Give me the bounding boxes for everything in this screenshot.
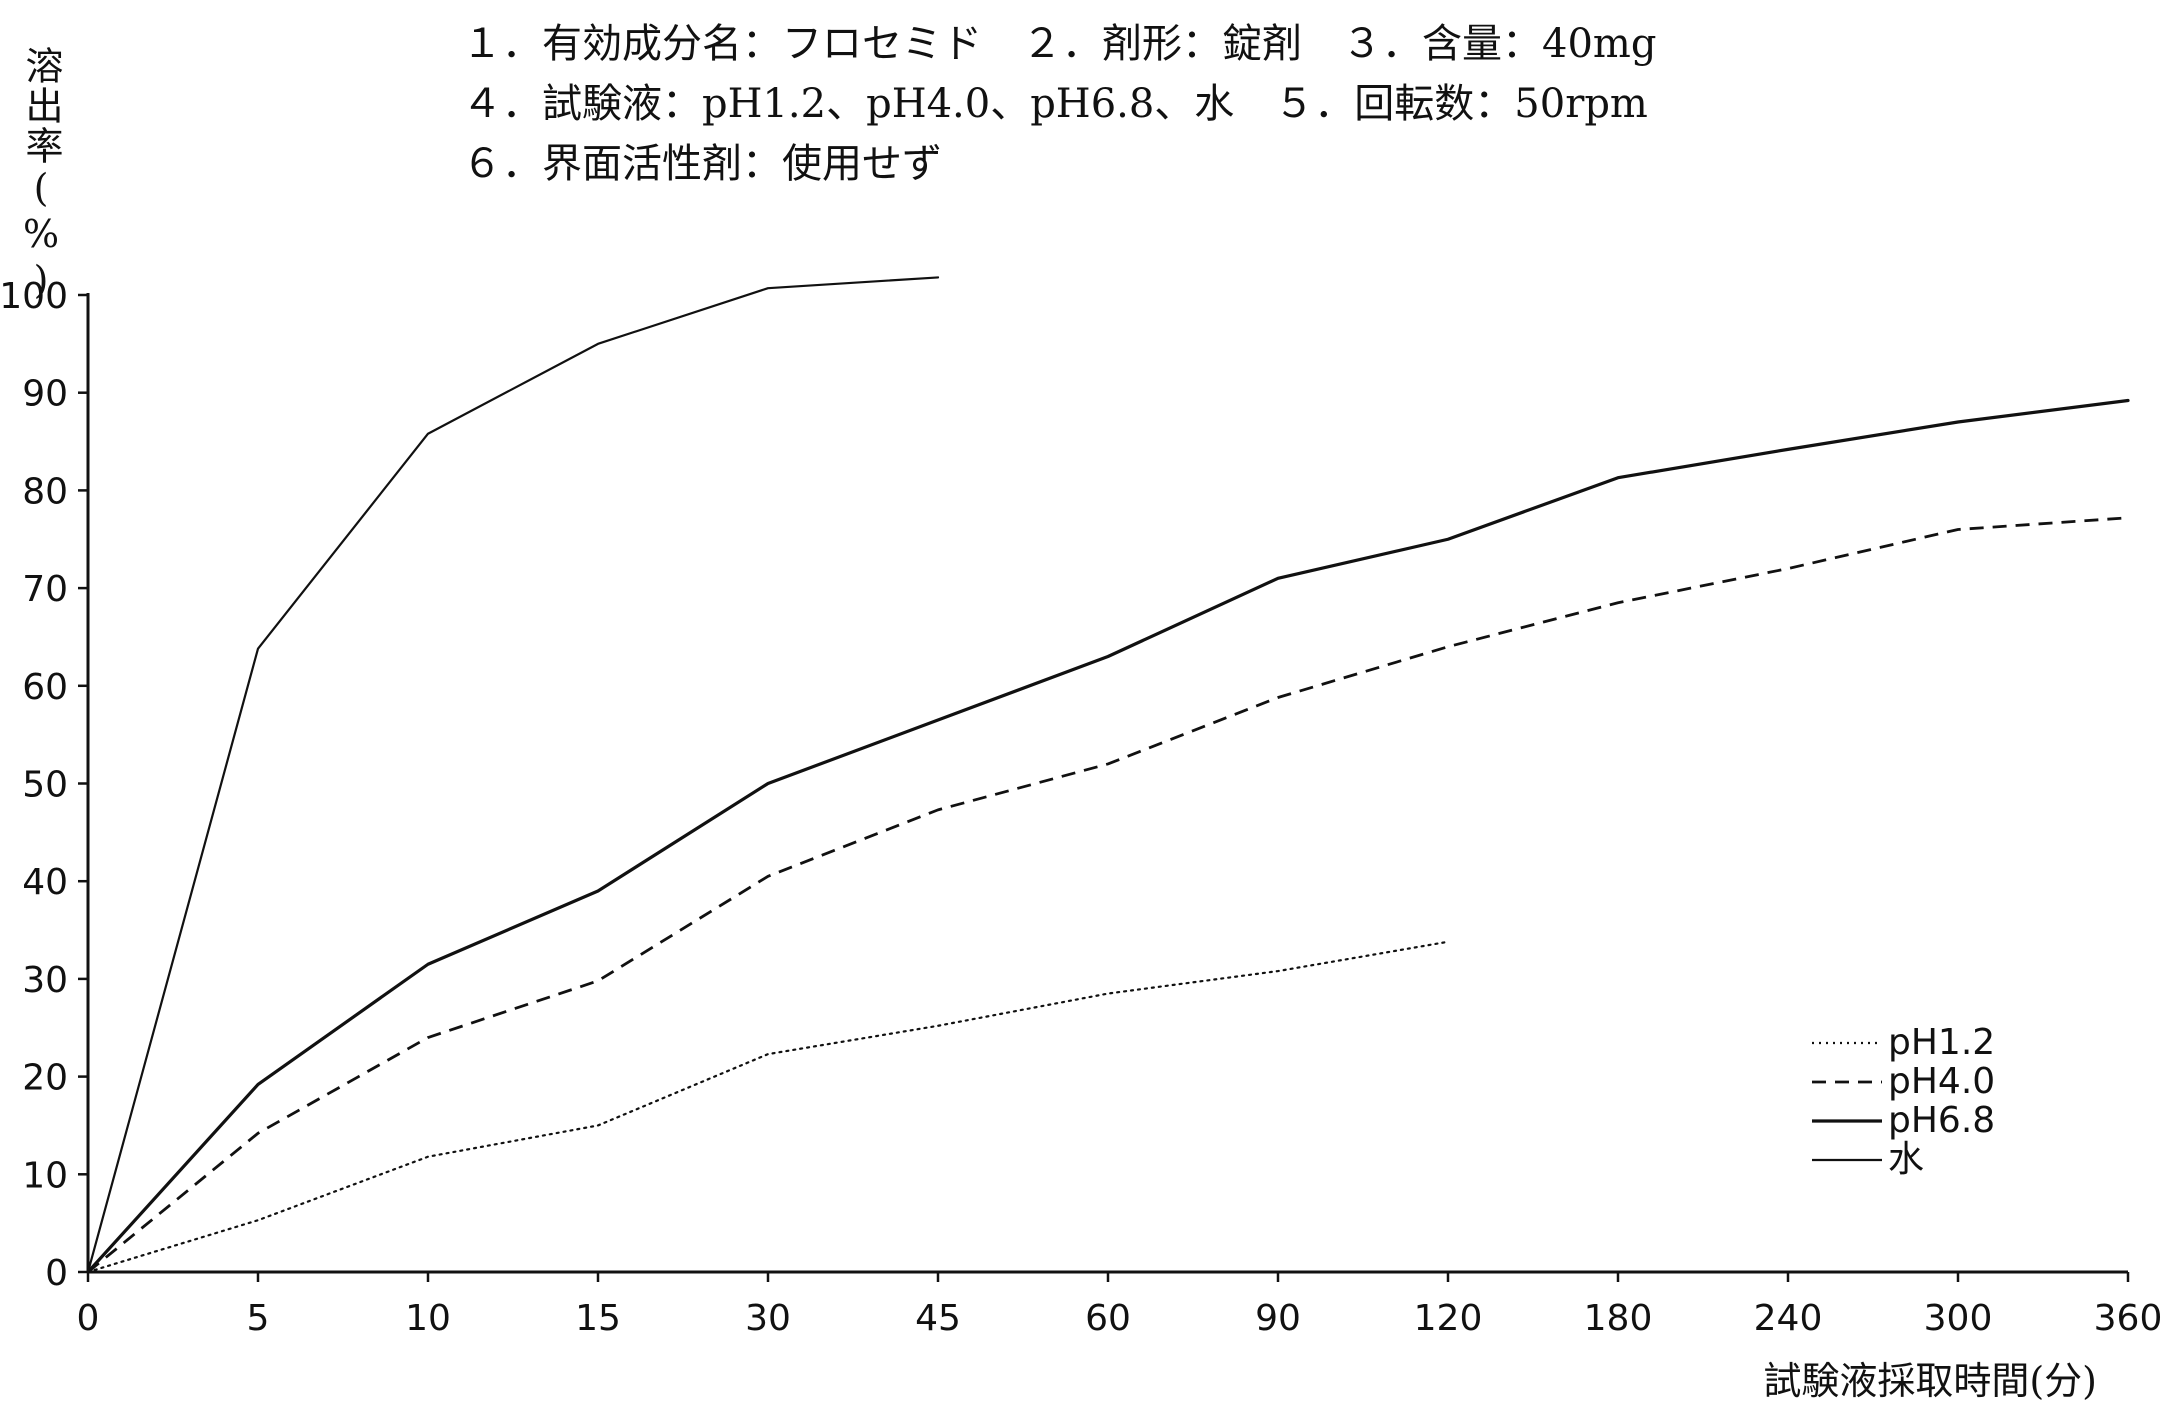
series-line-4 — [86, 276, 940, 1274]
chart-header: １．有効成分名：フロセミド ２．剤形：錠剤 ３．含量：40mg ４．試験液：pH… — [462, 14, 1656, 194]
x-tick-label: 0 — [77, 1298, 100, 1339]
x-tick-label: 45 — [915, 1298, 961, 1339]
legend-label: pH4.0 — [1888, 1061, 1996, 1102]
series-line-1 — [86, 940, 1450, 1274]
header-line-3: ６．界面活性剤：使用せず — [462, 141, 942, 187]
legend-swatch — [1812, 1080, 1882, 1083]
y-tick-label: 10 — [22, 1155, 68, 1196]
x-tick-label: 10 — [405, 1298, 451, 1339]
series-layer — [86, 276, 2130, 1274]
legend: pH1.2 pH4.0 pH6.8 水 — [1812, 1023, 1995, 1179]
x-tick-label: 360 — [2094, 1298, 2163, 1339]
y-tick-label: 90 — [22, 374, 68, 415]
x-tick-label: 240 — [1754, 1298, 1823, 1339]
y-tick-label: 50 — [22, 765, 68, 806]
legend-label: pH6.8 — [1888, 1100, 1996, 1141]
x-axis-label: 試験液採取時間(分) — [1763, 1359, 2097, 1403]
x-tick-label: 15 — [575, 1298, 621, 1339]
y-axis-label: 溶出率(%) — [19, 46, 63, 304]
legend-label: pH1.2 — [1888, 1022, 1996, 1063]
legend-item: pH4.0 — [1812, 1062, 1995, 1101]
y-tick-label: 100 — [0, 276, 68, 317]
series-line-3 — [86, 398, 2130, 1274]
x-tick-label: 120 — [1414, 1298, 1483, 1339]
header-line-1: １．有効成分名：フロセミド ２．剤形：錠剤 ３．含量：40mg — [462, 21, 1657, 67]
legend-item: pH6.8 — [1812, 1101, 1995, 1140]
series-line-2 — [87, 516, 2129, 1274]
x-tick-label: 300 — [1924, 1298, 1993, 1339]
legend-swatch — [1812, 1118, 1882, 1123]
legend-swatch — [1812, 1158, 1882, 1161]
legend-item: pH1.2 — [1812, 1023, 1995, 1062]
y-tick-label: 30 — [22, 960, 68, 1001]
y-tick-label: 70 — [22, 569, 68, 610]
x-tick-label: 180 — [1584, 1298, 1653, 1339]
x-tick-label: 90 — [1255, 1298, 1301, 1339]
legend-item: 水 — [1812, 1140, 1995, 1179]
axes: 0 10 20 30 40 50 60 70 80 90 100 0 5 10 15 30 45 60 90 120 1… — [0, 276, 2162, 1339]
header-line-2: ４．試験液：pH1.2、pH4.0、pH6.8、水 ５．回転数：50rpm — [462, 81, 1648, 127]
x-tick-label: 5 — [247, 1298, 270, 1339]
y-tick-label: 0 — [45, 1253, 68, 1294]
x-tick-label: 30 — [745, 1298, 791, 1339]
legend-swatch — [1812, 1041, 1882, 1044]
x-tick-label: 60 — [1085, 1298, 1131, 1339]
y-tick-label: 40 — [22, 862, 68, 903]
legend-label: 水 — [1888, 1139, 1925, 1180]
y-tick-label: 20 — [22, 1058, 68, 1099]
y-tick-label: 80 — [22, 471, 68, 512]
y-tick-label: 60 — [22, 667, 68, 708]
